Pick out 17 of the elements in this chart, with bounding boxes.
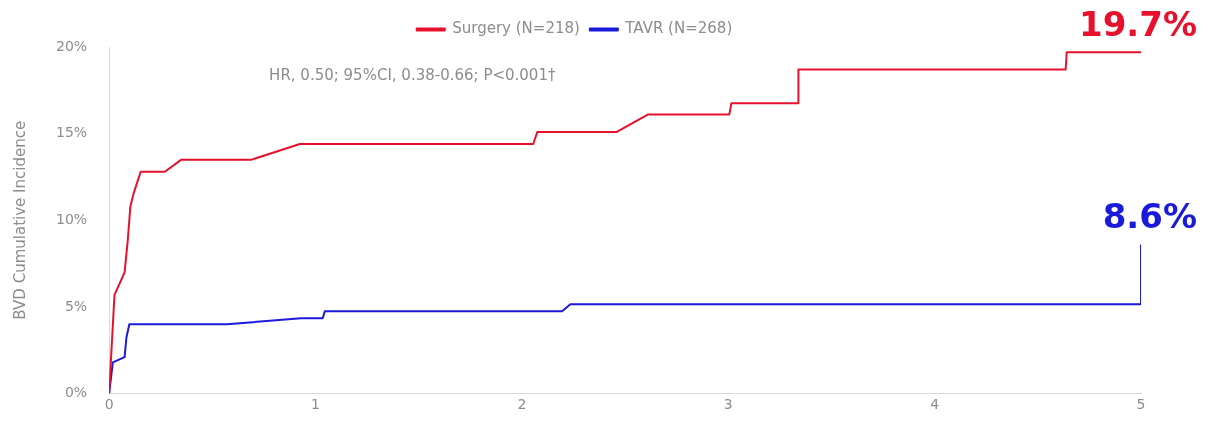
x-tick-label: 4 — [930, 395, 940, 412]
y-axis-title: BVD Cumulative Incidence — [10, 120, 29, 320]
y-tick-label: 10% — [55, 210, 88, 227]
x-tick-label: 5 — [1136, 395, 1146, 412]
annotation: 19.7% — [1079, 4, 1197, 45]
x-tick-label: 3 — [723, 395, 733, 412]
y-tick-label: 0% — [64, 384, 88, 401]
y-tick-label: 20% — [55, 37, 88, 54]
y-tick-label: 5% — [64, 297, 88, 314]
annotation: 8.6% — [1102, 196, 1197, 237]
legend-label: TAVR (N=268) — [624, 19, 733, 38]
annotation: HR, 0.50; 95%CI, 0.38-0.66; P<0.001† — [269, 66, 556, 85]
x-tick-label: 2 — [517, 395, 527, 412]
x-tick-label: 1 — [311, 395, 320, 412]
legend-label: Surgery (N=218) — [452, 19, 580, 38]
y-tick-label: 15% — [55, 124, 88, 141]
x-tick-label: 0 — [104, 395, 114, 412]
